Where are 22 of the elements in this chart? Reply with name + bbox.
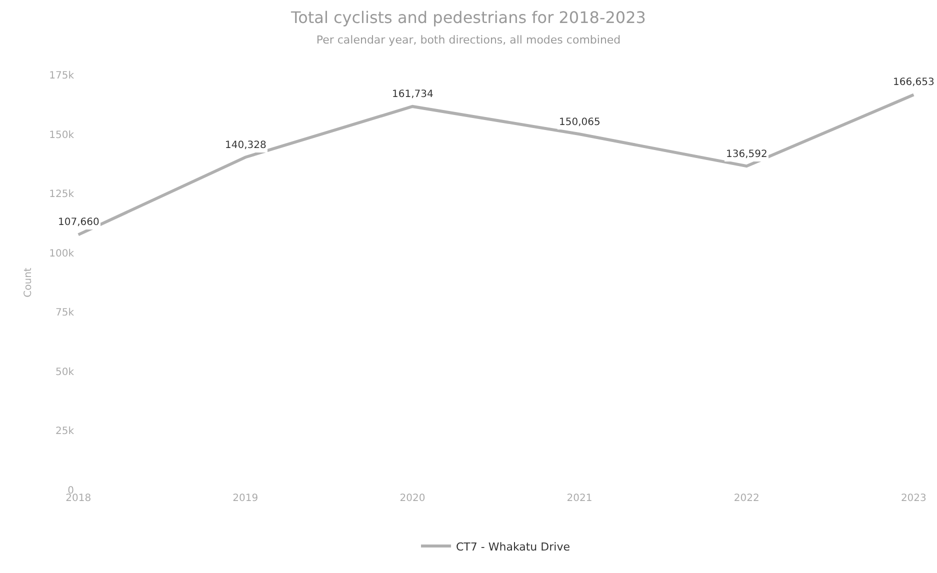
data-label: 166,653 [893, 77, 934, 88]
y-axis-title: Count [23, 268, 34, 298]
data-label: 107,660 [58, 217, 100, 228]
y-tick-label: 75k [55, 308, 74, 319]
x-tick-label: 2022 [734, 493, 760, 504]
data-label: 136,592 [726, 149, 768, 160]
y-tick-label: 100k [49, 248, 74, 260]
data-label: 161,734 [392, 89, 434, 100]
data-label: 140,328 [225, 140, 266, 151]
data-label: 150,065 [559, 117, 600, 128]
x-tick-label: 2021 [566, 493, 592, 504]
legend-label: CT7 - Whakatu Drive [456, 540, 570, 554]
chart-title: Total cyclists and pedestrians for 2018-2023 [290, 8, 646, 27]
y-tick-label: 125k [49, 189, 74, 200]
x-tick-label: 2020 [400, 493, 426, 504]
x-tick-label: 2023 [900, 493, 926, 504]
y-tick-label: 50k [55, 366, 74, 378]
y-tick-label: 175k [49, 70, 74, 82]
y-tick-label: 150k [49, 130, 74, 141]
chart-subtitle: Per calendar year, both directions, all modes combined [316, 34, 621, 47]
x-tick-label: 2019 [232, 493, 258, 504]
y-tick-label: 25k [55, 426, 74, 438]
